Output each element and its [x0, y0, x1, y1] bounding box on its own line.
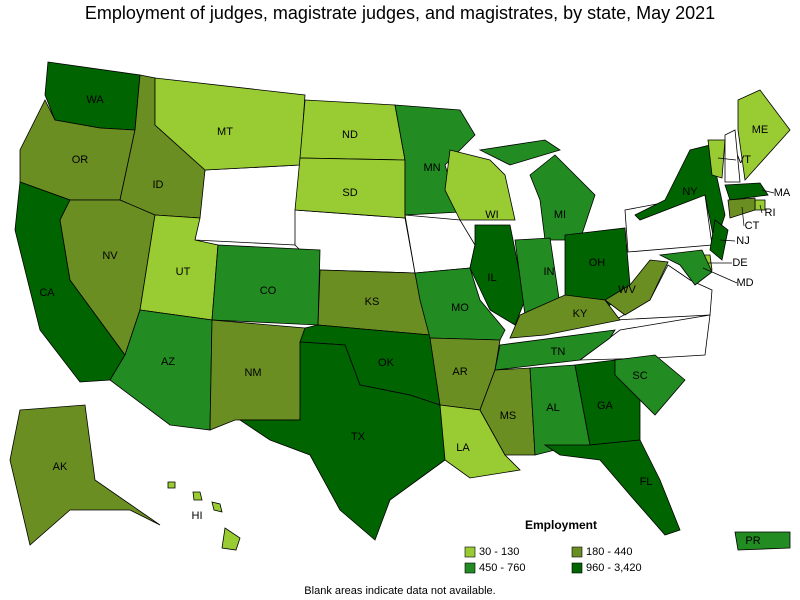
state-blank [404, 214, 476, 274]
state-label: OH [589, 257, 606, 269]
state-label: CT [745, 220, 760, 232]
map-title: Employment of judges, magistrate judges,… [85, 3, 715, 23]
state-label: GA [597, 400, 614, 412]
state [238, 341, 446, 541]
legend: 30 - 130 180 - 440 450 - 760 960 - 3,420 [464, 546, 642, 574]
state-label: HI [192, 510, 203, 522]
blank-states [194, 129, 741, 361]
state [192, 491, 203, 501]
state-label: NJ [736, 235, 749, 247]
state [727, 197, 756, 219]
state-label: NM [244, 367, 261, 379]
state-label: MO [451, 302, 469, 314]
state [724, 182, 769, 201]
state-label: OR [72, 154, 89, 166]
state-label: PR [745, 535, 760, 547]
legend-swatch [464, 562, 476, 574]
legend-swatch [571, 546, 583, 558]
state-label: SC [632, 370, 647, 382]
state [167, 481, 176, 489]
state-label: CA [39, 287, 55, 299]
state-label: ID [153, 179, 164, 191]
legend-label: 180 - 440 [586, 546, 632, 558]
state-label: NY [682, 186, 698, 198]
state-label: IN [544, 266, 555, 278]
state [478, 139, 561, 166]
state [469, 224, 526, 326]
state-label: ME [752, 124, 769, 136]
state-label: KS [365, 296, 380, 308]
state-label: MN [423, 162, 440, 174]
state [211, 501, 223, 513]
state [494, 329, 616, 371]
state-label: MI [554, 209, 566, 221]
state-label: UT [176, 266, 191, 278]
state [9, 404, 161, 546]
state [444, 149, 516, 221]
state-label: MA [774, 187, 791, 199]
legend-swatch [464, 546, 476, 558]
leader-line [717, 157, 737, 161]
state-label: VT [737, 154, 751, 166]
leader-line [761, 189, 775, 194]
state [543, 439, 681, 536]
leader-line [702, 267, 738, 284]
state-label: KY [573, 308, 588, 320]
legend-label: 960 - 3,420 [586, 562, 642, 574]
state [737, 89, 791, 181]
leader-line [759, 204, 763, 214]
state-label: WV [618, 284, 636, 296]
state [221, 527, 241, 551]
legend-label: 30 - 130 [479, 546, 519, 558]
state-label: AZ [161, 356, 175, 368]
state [479, 367, 536, 456]
state-label: DE [732, 257, 747, 269]
states: WA OR CA ID NV MT UT AZ CO NM ND SD KS OK TX MN WI MO AR LA… [9, 61, 791, 551]
state [658, 249, 713, 286]
state-label: MT [217, 126, 233, 138]
state-label: NV [102, 250, 118, 262]
legend-swatch [571, 562, 583, 574]
state-label: IL [487, 272, 496, 284]
legend-label: 450 - 760 [479, 562, 525, 574]
state-label: MS [500, 410, 517, 422]
state-label: LA [456, 442, 470, 454]
state [294, 157, 406, 219]
state-label: AL [546, 402, 559, 414]
state-label: WA [86, 94, 104, 106]
state [509, 294, 621, 339]
state [604, 259, 669, 316]
state-label: MD [736, 277, 753, 289]
state-blank [724, 129, 741, 183]
state [707, 139, 726, 179]
state-blank [194, 164, 301, 246]
state-label: TN [551, 346, 566, 358]
state-label: AR [452, 366, 467, 378]
state-label: RI [765, 207, 776, 219]
state-label: SD [342, 187, 357, 199]
state [709, 219, 729, 261]
state [634, 144, 726, 247]
state [414, 267, 506, 341]
state-label: WI [485, 209, 498, 221]
state [154, 77, 306, 171]
leader-line [719, 239, 736, 242]
state [614, 354, 686, 416]
note: Blank areas indicate data not available. [304, 585, 495, 597]
leader-line [741, 206, 745, 227]
state-label: CO [260, 285, 277, 297]
state [529, 154, 596, 241]
state-label: OK [378, 357, 395, 369]
legend-title: Employment [525, 518, 597, 532]
state [734, 531, 791, 551]
state-label: FL [640, 476, 653, 488]
state-label: ND [342, 129, 358, 141]
state-label: TX [351, 431, 366, 443]
state-label: AK [53, 461, 68, 473]
